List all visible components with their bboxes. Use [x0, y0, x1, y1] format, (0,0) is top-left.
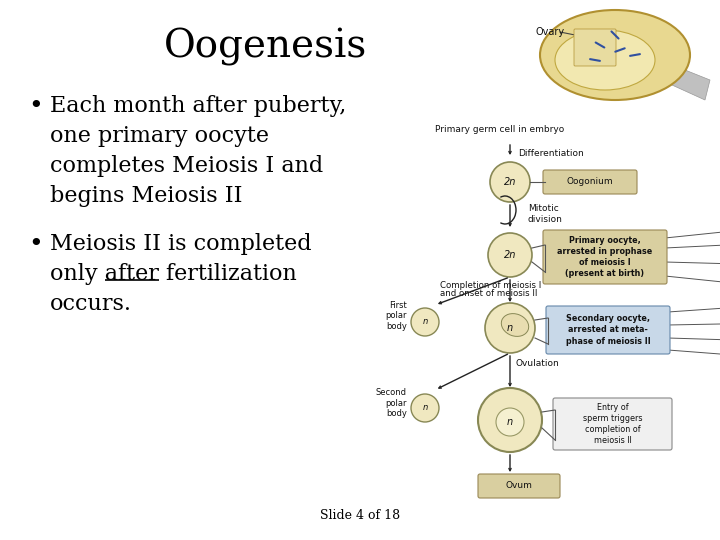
Text: Meiosis II is completed: Meiosis II is completed	[50, 233, 312, 255]
Text: 2n: 2n	[504, 177, 516, 187]
Text: Mitotic
division: Mitotic division	[528, 204, 563, 224]
Text: Oogenesis: Oogenesis	[163, 28, 366, 66]
Text: Ovum: Ovum	[505, 482, 532, 490]
Text: Each month after puberty,: Each month after puberty,	[50, 95, 346, 117]
Circle shape	[411, 394, 439, 422]
Text: Entry of
sperm triggers
completion of
meiosis II: Entry of sperm triggers completion of me…	[582, 403, 642, 445]
Text: completes Meiosis I and: completes Meiosis I and	[50, 155, 323, 177]
Text: begins Meiosis II: begins Meiosis II	[50, 185, 243, 207]
Text: Primary germ cell in embryo: Primary germ cell in embryo	[435, 125, 564, 134]
Text: Ovary: Ovary	[535, 27, 564, 37]
Circle shape	[496, 408, 524, 436]
Text: n: n	[423, 403, 428, 413]
Text: occurs.: occurs.	[50, 293, 132, 315]
Polygon shape	[650, 60, 710, 100]
Circle shape	[411, 308, 439, 336]
Text: and onset of meiosis II: and onset of meiosis II	[440, 288, 537, 298]
Text: only after fertilization: only after fertilization	[50, 263, 297, 285]
Text: one primary oocyte: one primary oocyte	[50, 125, 269, 147]
Circle shape	[485, 303, 535, 353]
FancyBboxPatch shape	[543, 170, 637, 194]
Text: 2n: 2n	[504, 250, 516, 260]
Text: Differentiation: Differentiation	[518, 148, 584, 158]
FancyBboxPatch shape	[546, 306, 670, 354]
FancyBboxPatch shape	[553, 398, 672, 450]
Circle shape	[488, 233, 532, 277]
Text: First
polar
body: First polar body	[385, 301, 407, 331]
Ellipse shape	[555, 30, 655, 90]
Text: Completion of meiosis I: Completion of meiosis I	[440, 280, 541, 289]
Text: Oogonium: Oogonium	[567, 178, 613, 186]
FancyBboxPatch shape	[543, 230, 667, 284]
FancyBboxPatch shape	[478, 474, 560, 498]
Text: Second
polar
body: Second polar body	[376, 388, 407, 418]
Circle shape	[490, 162, 530, 202]
Text: Slide 4 of 18: Slide 4 of 18	[320, 509, 400, 522]
Text: Secondary oocyte,
arrested at meta-
phase of meiosis II: Secondary oocyte, arrested at meta- phas…	[566, 314, 650, 346]
FancyBboxPatch shape	[574, 29, 616, 66]
Text: n: n	[507, 323, 513, 333]
Text: n: n	[423, 318, 428, 327]
Text: n: n	[507, 417, 513, 427]
Text: •: •	[28, 95, 42, 118]
Text: •: •	[28, 233, 42, 256]
Circle shape	[478, 388, 542, 452]
Ellipse shape	[501, 314, 528, 336]
Ellipse shape	[540, 10, 690, 100]
Text: Ovulation: Ovulation	[515, 359, 559, 368]
Text: Primary oocyte,
arrested in prophase
of meiosis I
(present at birth): Primary oocyte, arrested in prophase of …	[557, 236, 652, 278]
